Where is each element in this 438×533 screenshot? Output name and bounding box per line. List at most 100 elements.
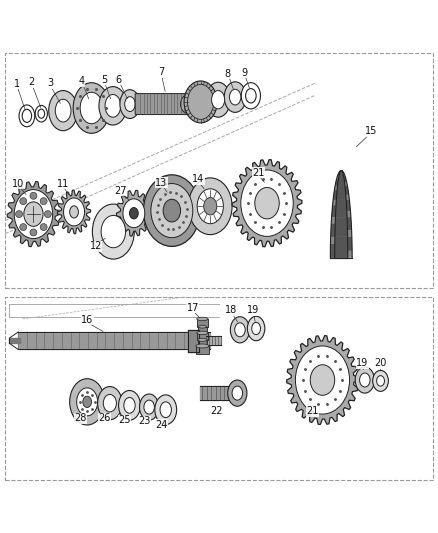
Ellipse shape [355,367,374,393]
Polygon shape [338,176,347,182]
Ellipse shape [130,207,138,219]
Polygon shape [336,200,350,205]
Polygon shape [338,172,343,174]
Text: 16: 16 [81,315,93,325]
Ellipse shape [232,386,243,400]
Ellipse shape [230,317,250,343]
Polygon shape [117,190,151,236]
Ellipse shape [198,338,207,341]
Ellipse shape [187,84,214,119]
Polygon shape [337,190,349,195]
Text: 11: 11 [57,179,69,189]
Polygon shape [336,195,350,200]
Polygon shape [333,195,346,200]
Ellipse shape [180,94,196,114]
Polygon shape [336,205,350,211]
Ellipse shape [204,198,217,215]
Polygon shape [330,244,348,258]
Text: 13: 13 [155,177,167,188]
Polygon shape [331,223,347,230]
Ellipse shape [310,365,335,395]
Ellipse shape [70,379,105,425]
Ellipse shape [125,96,135,111]
Text: 4: 4 [79,76,85,86]
Polygon shape [335,230,352,237]
Ellipse shape [247,316,265,341]
Ellipse shape [123,199,145,228]
Polygon shape [331,223,348,237]
Polygon shape [338,179,347,182]
Ellipse shape [198,326,207,328]
Polygon shape [340,171,343,172]
Circle shape [30,192,37,199]
Ellipse shape [360,373,370,387]
Polygon shape [339,171,344,174]
Ellipse shape [22,109,32,123]
Text: 19: 19 [356,358,368,368]
Circle shape [30,229,37,236]
Polygon shape [338,182,347,186]
Polygon shape [332,200,346,205]
Ellipse shape [196,344,209,348]
FancyBboxPatch shape [196,346,209,354]
FancyBboxPatch shape [198,340,207,346]
Text: 15: 15 [365,126,377,136]
Ellipse shape [163,199,180,222]
Text: 14: 14 [192,174,204,184]
Ellipse shape [230,89,241,105]
Polygon shape [57,190,91,234]
Circle shape [20,223,27,231]
Polygon shape [335,223,352,230]
Ellipse shape [255,188,279,219]
Polygon shape [336,179,345,182]
Ellipse shape [38,109,45,118]
Ellipse shape [295,346,350,414]
Text: 24: 24 [155,419,168,430]
Text: 26: 26 [99,414,111,423]
FancyBboxPatch shape [198,327,207,333]
Ellipse shape [151,183,193,238]
Circle shape [20,198,27,205]
Ellipse shape [103,394,117,412]
Text: 28: 28 [74,414,86,423]
Text: 3: 3 [47,78,53,88]
Polygon shape [331,217,347,223]
Ellipse shape [155,395,177,425]
Text: 23: 23 [138,416,151,426]
Ellipse shape [101,215,126,248]
Ellipse shape [77,388,98,416]
Ellipse shape [35,106,47,122]
Polygon shape [339,172,344,174]
Text: 2: 2 [28,77,34,87]
Text: 9: 9 [241,68,247,78]
Ellipse shape [92,204,134,259]
Ellipse shape [119,391,141,420]
Polygon shape [331,230,348,237]
Ellipse shape [120,90,140,118]
Text: 6: 6 [116,75,122,85]
Ellipse shape [83,396,92,408]
Polygon shape [334,190,346,195]
Text: 17: 17 [187,303,199,313]
Ellipse shape [19,105,35,127]
Ellipse shape [228,380,247,406]
Polygon shape [339,176,346,179]
Text: 1: 1 [14,79,20,89]
Polygon shape [335,251,352,258]
Ellipse shape [99,87,127,125]
Circle shape [44,211,51,217]
Polygon shape [331,237,348,244]
Ellipse shape [105,94,121,117]
Polygon shape [336,211,351,217]
Ellipse shape [144,175,200,246]
Ellipse shape [235,323,245,337]
Polygon shape [332,205,347,211]
Ellipse shape [224,82,246,112]
Polygon shape [335,217,351,223]
Polygon shape [337,186,348,190]
Ellipse shape [98,386,122,420]
Circle shape [15,211,22,217]
Polygon shape [337,174,343,176]
Polygon shape [334,186,346,190]
Text: 7: 7 [158,67,164,77]
